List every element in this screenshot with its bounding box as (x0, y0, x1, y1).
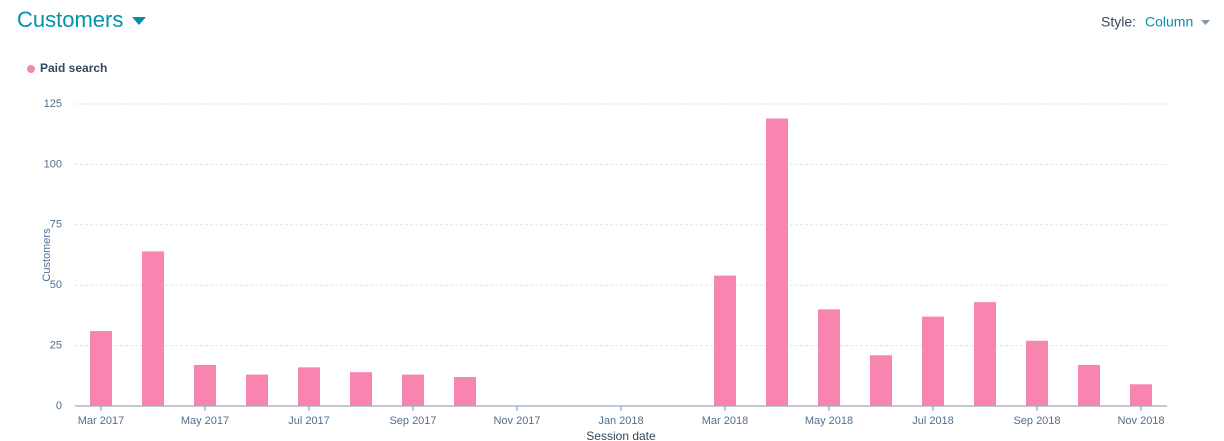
x-tick-label: Sep 2017 (389, 415, 436, 427)
bar (818, 309, 840, 406)
bar (1078, 364, 1100, 406)
bar (870, 355, 892, 406)
legend-label: Paid search (40, 61, 107, 75)
x-tick-label: Jul 2017 (288, 415, 330, 427)
x-tick-label: Jan 2018 (598, 415, 643, 427)
x-tick-label: Nov 2018 (1117, 415, 1164, 427)
y-tick-label: 125 (44, 98, 62, 110)
x-tick-label: Mar 2017 (78, 415, 124, 427)
bar (974, 302, 996, 406)
legend-swatch (27, 65, 35, 73)
style-value[interactable]: Column (1145, 14, 1193, 30)
y-axis-label: Customers (41, 228, 53, 282)
x-tick-label: Mar 2018 (702, 415, 748, 427)
bar (766, 118, 788, 406)
bar (1026, 340, 1048, 406)
bar (90, 331, 112, 406)
bar (402, 374, 424, 406)
x-axis-label: Session date (586, 429, 656, 441)
bar (298, 367, 320, 406)
bar (194, 364, 216, 406)
y-tick-label: 50 (50, 279, 62, 291)
x-tick-label: Nov 2017 (493, 415, 540, 427)
bar (922, 316, 944, 406)
x-tick-label: Sep 2018 (1013, 415, 1060, 427)
y-tick-label: 75 (50, 219, 62, 231)
bar (246, 374, 268, 406)
y-tick-label: 100 (44, 158, 62, 170)
bar (1130, 384, 1152, 406)
y-tick-label: 25 (50, 340, 62, 352)
y-tick-label: 0 (56, 400, 62, 412)
x-tick-label: May 2018 (805, 415, 853, 427)
title-dropdown-caret[interactable] (132, 17, 146, 25)
bar (714, 275, 736, 406)
bar (454, 377, 476, 406)
style-label: Style: (1101, 14, 1136, 30)
x-tick-label: Jul 2018 (912, 415, 954, 427)
bar (142, 251, 164, 406)
bar (350, 372, 372, 406)
style-dropdown-caret[interactable] (1201, 20, 1210, 25)
chart-title[interactable]: Customers (17, 7, 123, 32)
x-tick-label: May 2017 (181, 415, 229, 427)
